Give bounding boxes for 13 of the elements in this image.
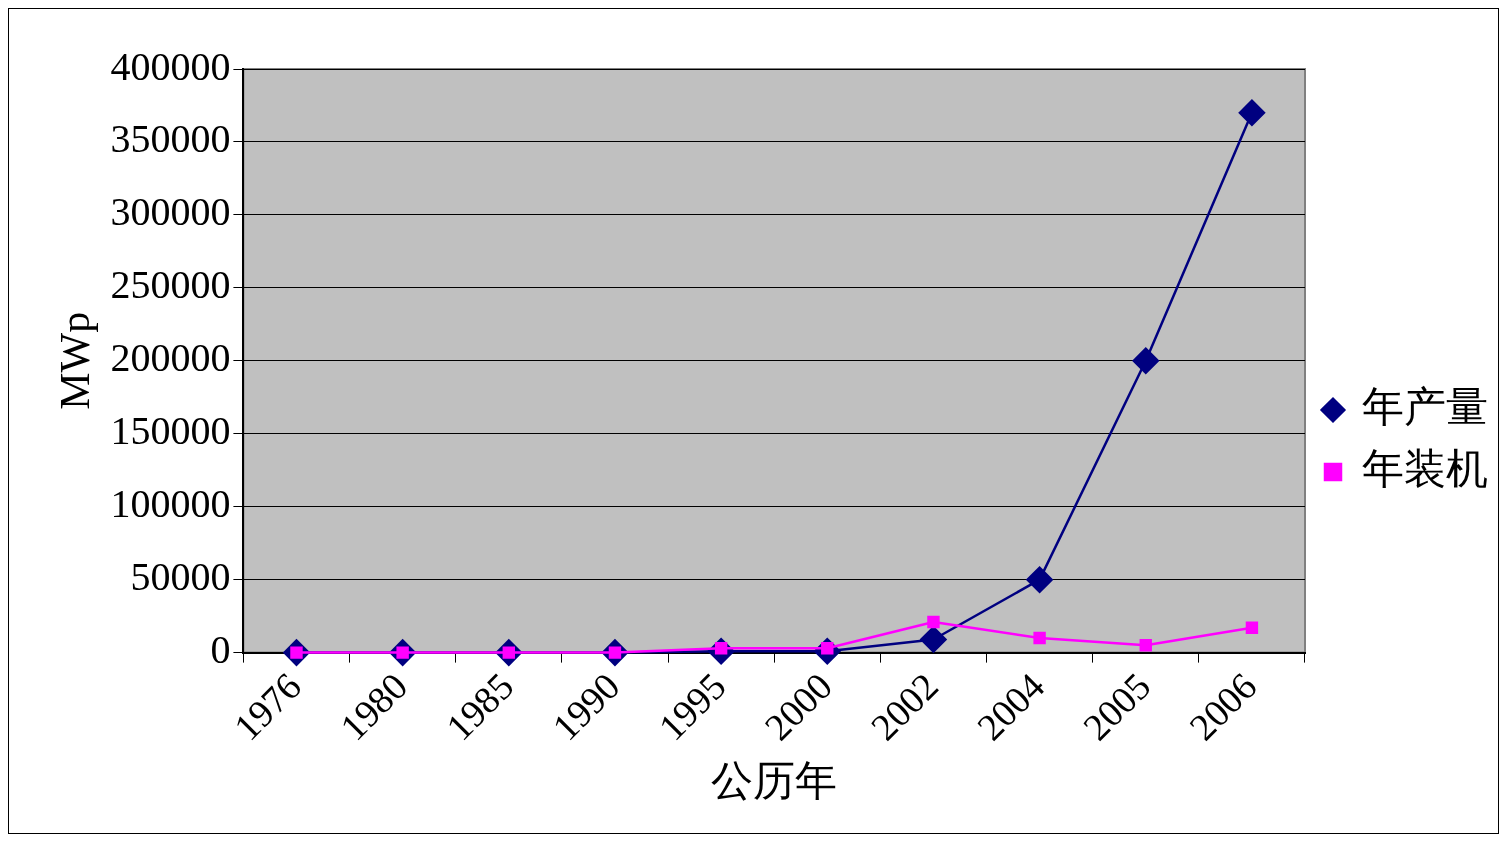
y-tick-label: 100000 bbox=[110, 481, 231, 527]
y-tick-label: 300000 bbox=[110, 189, 231, 235]
y-tick-label: 200000 bbox=[110, 335, 231, 381]
y-tick-label: 150000 bbox=[110, 408, 231, 454]
y-axis-title: MWp bbox=[52, 311, 99, 410]
y-tick-label: 50000 bbox=[130, 554, 231, 600]
legend-label: 年装机 bbox=[1362, 446, 1488, 493]
y-tick-label: 350000 bbox=[110, 116, 231, 162]
legend-label: 年产量 bbox=[1362, 384, 1488, 431]
y-tick-label: 250000 bbox=[110, 262, 231, 308]
y-tick-label: 400000 bbox=[110, 43, 231, 89]
y-tick-label: 0 bbox=[210, 627, 231, 673]
x-axis-title: 公历年 bbox=[711, 757, 838, 804]
